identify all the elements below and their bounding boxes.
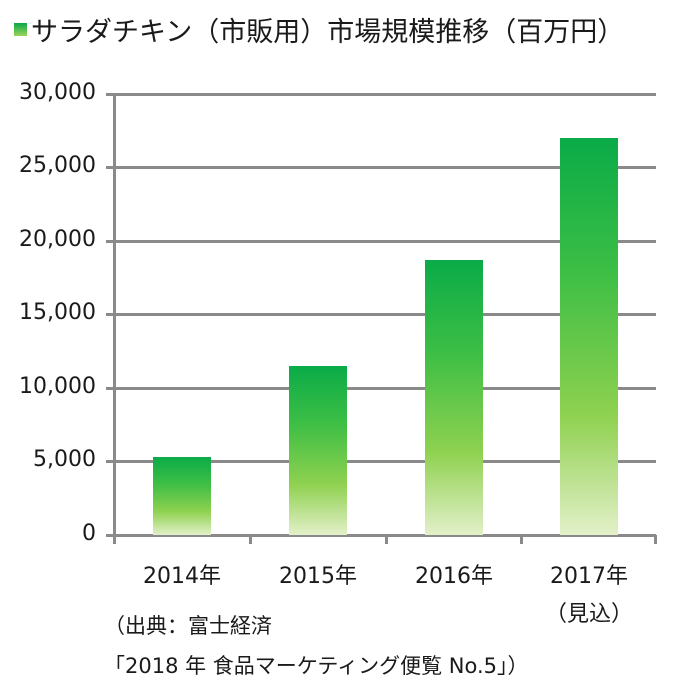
bar-2014 (153, 457, 211, 535)
x-axis-line (106, 534, 656, 537)
source-note-line2: 「2018 年 食品マーケティング便覧 No.5」） (104, 654, 529, 678)
y-tick-label: 30,000 (19, 80, 96, 105)
y-tick-label: 10,000 (19, 374, 96, 399)
x-tick-mark (654, 535, 657, 544)
legend-square-icon (14, 23, 27, 36)
x-tick-mark (520, 535, 523, 544)
x-tick-mark (113, 535, 116, 544)
y-tick-label: 25,000 (19, 153, 96, 178)
y-axis-line (113, 94, 116, 544)
bar-2017 (560, 138, 618, 535)
gridline (106, 93, 656, 96)
x-label-2016: 2016年 (415, 564, 493, 589)
gridline (106, 166, 656, 169)
bar-2015 (289, 366, 347, 535)
y-tick-label: 15,000 (19, 300, 96, 325)
chart-title-text: サラダチキン（市販用）市場規模推移（百万円） (31, 17, 625, 48)
gridline (106, 387, 656, 390)
x-label-2017: 2017年 (550, 564, 628, 589)
gridline (106, 313, 656, 316)
bar-2016 (425, 260, 483, 535)
x-sublabel-2017: （見込） (544, 602, 633, 627)
x-label-2014: 2014年 (143, 564, 221, 589)
y-tick-label: 5,000 (33, 447, 96, 472)
y-tick-label: 20,000 (19, 227, 96, 252)
y-tick-label: 0 (82, 521, 96, 546)
chart-title: サラダチキン（市販用）市場規模推移（百万円） (14, 10, 624, 49)
x-tick-mark (385, 535, 388, 544)
gridline (106, 460, 656, 463)
source-note-line1: （出典：富士経済 (104, 614, 272, 638)
gridline (106, 240, 656, 243)
x-label-2015: 2015年 (279, 564, 357, 589)
x-tick-mark (249, 535, 252, 544)
